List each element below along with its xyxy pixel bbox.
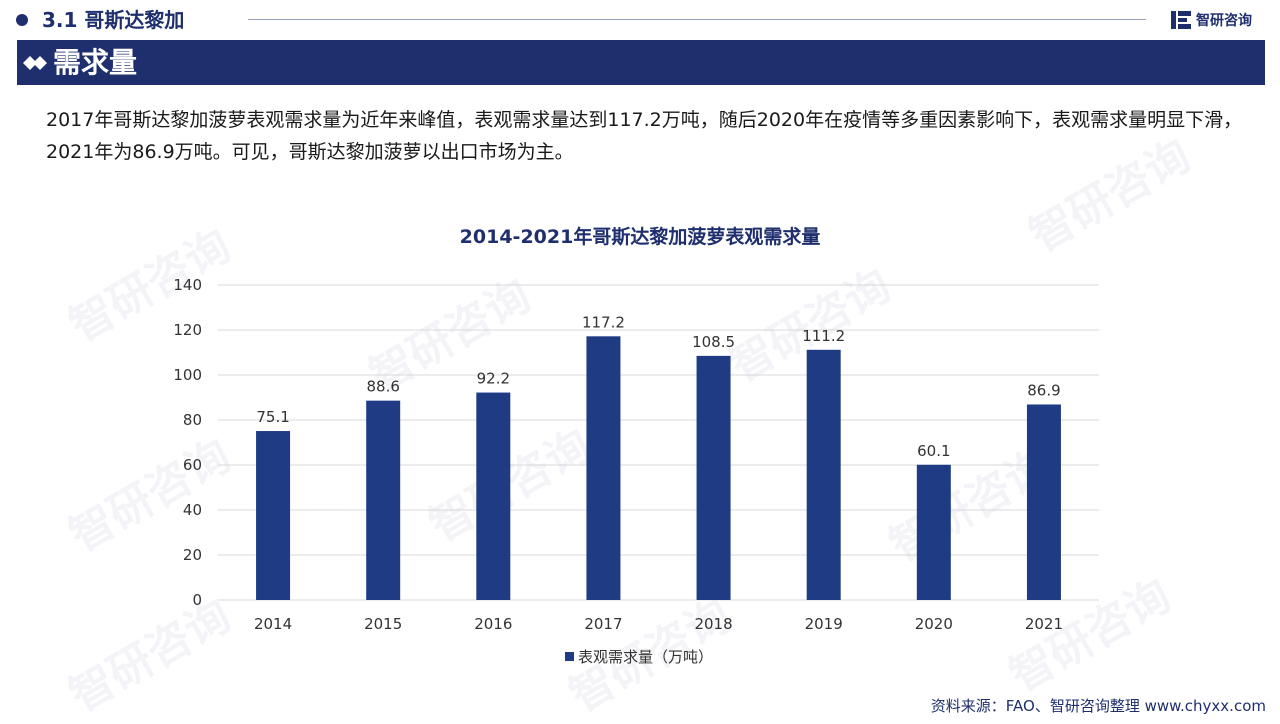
y-tick-label: 120 (173, 321, 202, 339)
top-bar: 3.1 哥斯达黎加 智研咨询 (0, 0, 1280, 40)
bar (1026, 404, 1061, 600)
diamond-icon (23, 56, 47, 70)
brand-name: 智研咨询 (1196, 13, 1252, 29)
bar (476, 392, 511, 600)
x-tick-label: 2016 (474, 615, 512, 633)
x-tick-label: 2017 (584, 615, 622, 633)
section-banner: 需求量 (17, 40, 1265, 85)
header-divider (248, 19, 1146, 20)
banner-title: 需求量 (53, 46, 138, 79)
brand: 智研咨询 (1170, 8, 1252, 32)
x-tick-label: 2015 (364, 615, 402, 633)
chart-legend: 表观需求量（万吨） (565, 646, 713, 667)
data-label: 86.9 (1027, 381, 1060, 399)
source-note: 资料来源：FAO、智研咨询整理 www.chyxx.com (930, 697, 1266, 715)
x-tick-label: 2018 (694, 615, 732, 633)
data-label: 108.5 (692, 333, 735, 351)
y-tick-label: 0 (192, 591, 202, 609)
data-label: 92.2 (477, 370, 510, 388)
legend-label: 表观需求量（万吨） (578, 648, 714, 666)
bar (586, 336, 621, 600)
bar (806, 349, 841, 600)
y-tick-label: 40 (183, 501, 202, 519)
data-label: 88.6 (366, 378, 399, 396)
data-label: 111.2 (802, 327, 845, 345)
y-tick-label: 80 (183, 411, 202, 429)
y-tick-label: 20 (183, 546, 202, 564)
bar (916, 464, 951, 600)
x-tick-label: 2021 (1025, 615, 1063, 633)
data-label: 60.1 (917, 442, 950, 460)
bar (256, 431, 291, 600)
legend-swatch (565, 652, 574, 661)
x-tick-label: 2019 (805, 615, 843, 633)
x-tick-label: 2014 (254, 615, 292, 633)
section-title: 3.1 哥斯达黎加 (42, 8, 185, 32)
bar (366, 400, 401, 600)
bar (696, 355, 731, 600)
y-tick-label: 100 (173, 366, 202, 384)
y-tick-label: 140 (173, 276, 202, 294)
data-label: 75.1 (256, 408, 289, 426)
y-tick-label: 60 (183, 456, 202, 474)
brand-logo-icon (1171, 11, 1191, 29)
x-tick-label: 2020 (915, 615, 953, 633)
description-paragraph: 2017年哥斯达黎加菠萝表观需求量为近年来峰值，表观需求量达到117.2万吨，随… (46, 109, 1243, 163)
chart-title: 2014-2021年哥斯达黎加菠萝表观需求量 (459, 226, 821, 248)
bullet-dot-icon (16, 14, 28, 26)
data-label: 117.2 (582, 313, 625, 331)
